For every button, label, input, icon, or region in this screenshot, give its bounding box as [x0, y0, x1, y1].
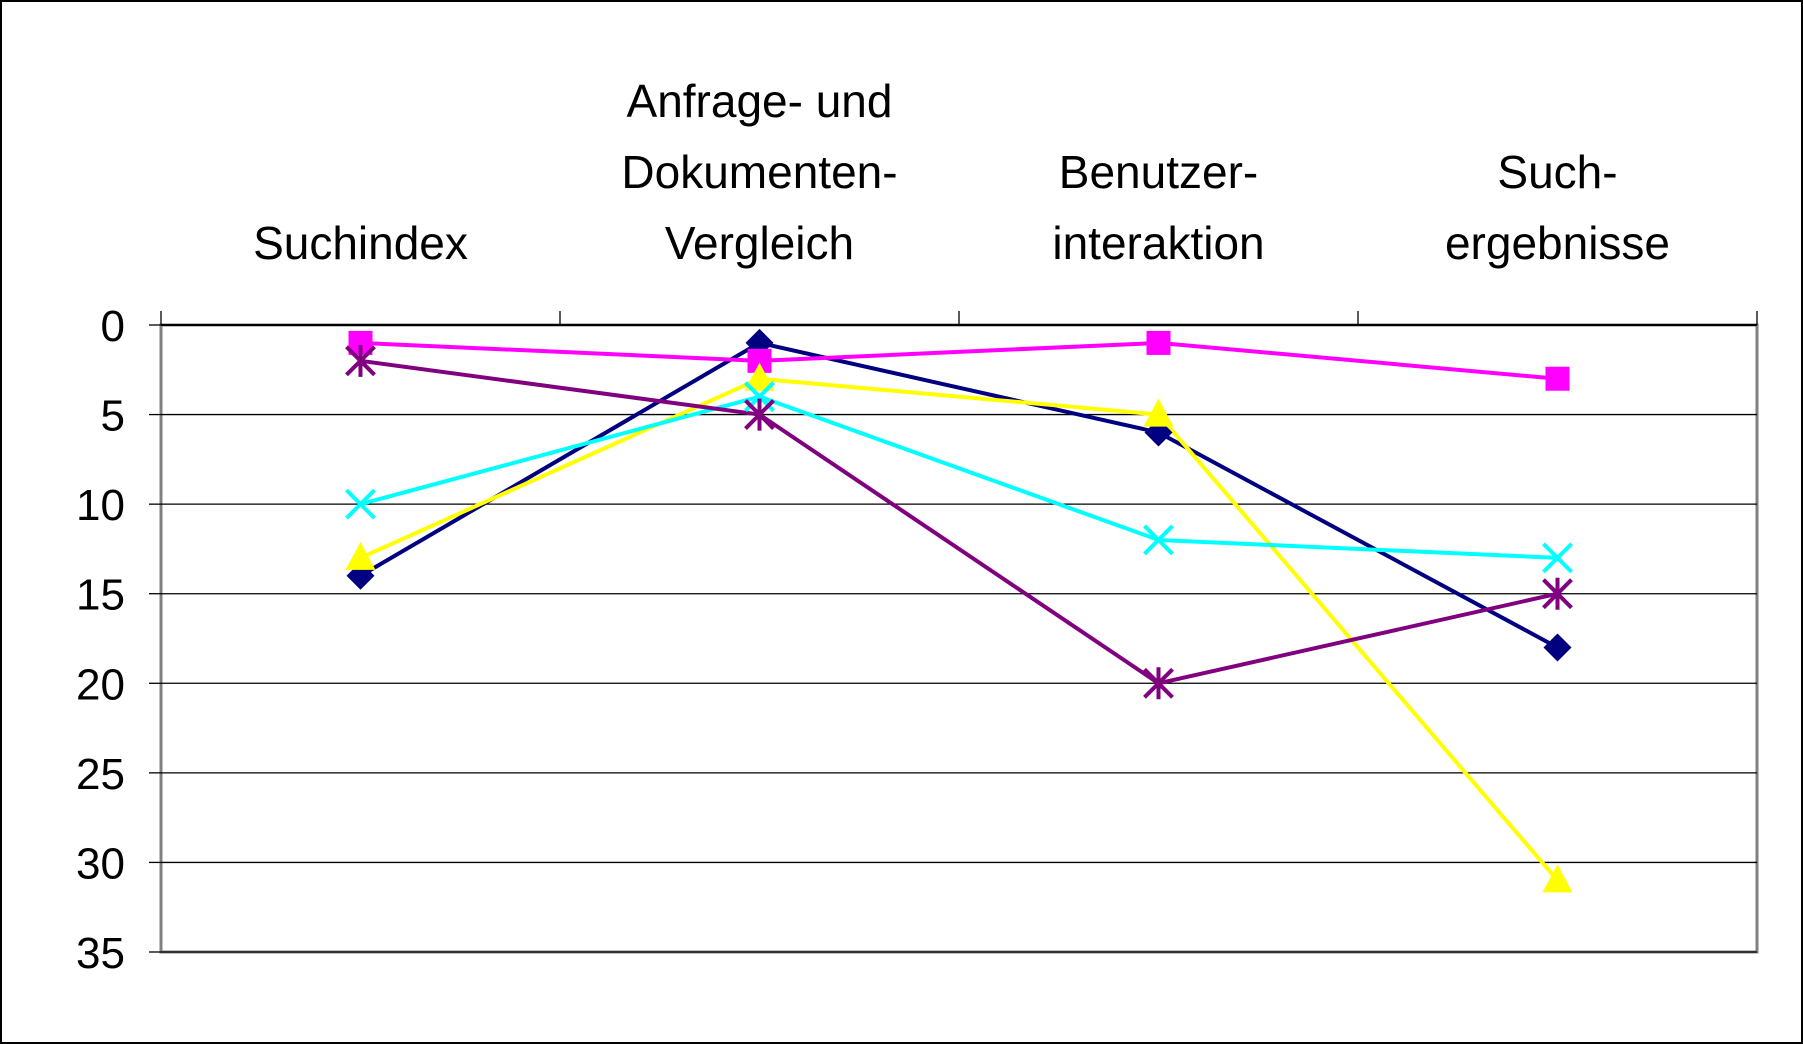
y-tick-label: 10	[76, 481, 125, 530]
y-tick-label: 25	[76, 750, 125, 799]
x-tick-label: Benutzer-interaktion	[1052, 146, 1264, 269]
series-line	[360, 358, 1558, 686]
y-tick-label: 20	[76, 660, 125, 709]
marker	[1143, 398, 1174, 427]
marker	[1542, 864, 1573, 893]
marker	[1143, 667, 1174, 700]
marker	[1542, 577, 1573, 610]
y-tick-label: 0	[101, 302, 125, 351]
marker	[1543, 633, 1572, 662]
marker	[744, 362, 775, 391]
x-tick-label: Such-ergebnisse	[1445, 146, 1670, 269]
marker	[1146, 330, 1171, 355]
marker	[345, 344, 376, 377]
y-tick-label: 15	[76, 571, 125, 620]
series-line	[360, 340, 1558, 381]
x-tick-label: Suchindex	[253, 217, 468, 269]
marker	[744, 398, 775, 431]
marker	[1545, 366, 1570, 391]
marker	[345, 488, 376, 520]
series-line	[359, 340, 1559, 650]
marker	[345, 541, 376, 570]
series-line	[359, 394, 1558, 560]
series-line	[359, 376, 1560, 882]
marker	[1542, 542, 1573, 574]
x-tick-label: Anfrage- und Dokumenten-Vergleich	[621, 75, 897, 269]
y-tick-label: 5	[101, 392, 125, 441]
plot-area	[159, 323, 1759, 954]
marker	[1143, 524, 1174, 556]
y-tick-label: 35	[76, 929, 125, 978]
y-tick-label: 30	[76, 839, 125, 888]
